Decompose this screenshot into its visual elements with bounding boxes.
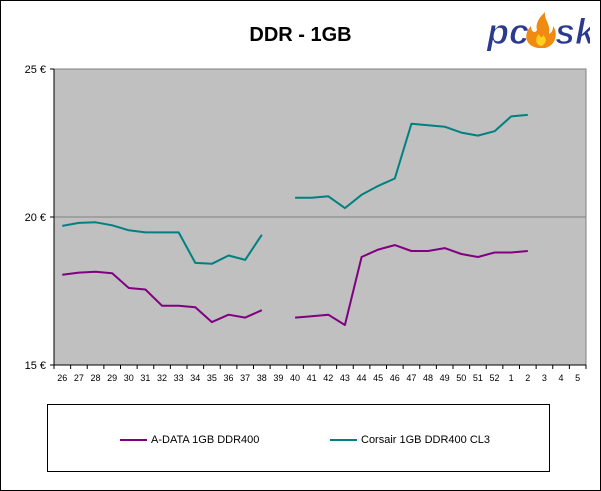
- pcosk-logo: pc sk: [486, 11, 591, 53]
- x-tick-label: 50: [456, 373, 466, 383]
- legend-entry-corsair: Corsair 1GB DDR400 CL3: [330, 433, 490, 447]
- legend-label-adata: A-DATA 1GB DDR400: [151, 434, 260, 446]
- x-tick-label: 29: [107, 373, 117, 383]
- x-tick-label: 33: [174, 373, 184, 383]
- x-tick-label: 28: [91, 373, 101, 383]
- series-line-0: [295, 244, 528, 326]
- legend-label-corsair: Corsair 1GB DDR400 CL3: [361, 434, 490, 446]
- x-tick-label: 36: [224, 373, 234, 383]
- x-tick-label: 5: [575, 373, 580, 383]
- x-tick-label: 42: [323, 373, 333, 383]
- x-tick-label: 32: [157, 373, 167, 383]
- x-tick-label: 41: [307, 373, 317, 383]
- x-tick-label: 35: [207, 373, 217, 383]
- x-tick-label: 45: [373, 373, 383, 383]
- x-tick-label: 26: [57, 373, 67, 383]
- x-tick-label: 49: [440, 373, 450, 383]
- series-line-1: [62, 221, 263, 265]
- legend-swatch-adata: [120, 439, 147, 441]
- x-tick-label: 51: [473, 373, 483, 383]
- x-tick-label: 40: [290, 373, 300, 383]
- series-line-1: [295, 113, 528, 210]
- tick-labels: 15 €20 €25 €26 27 28 29 30 31 32 33 34 35 36 37 38 39…: [25, 64, 581, 383]
- series-line-0: [62, 270, 263, 324]
- chart-title: DDR - 1GB: [249, 24, 352, 46]
- svg-text:sk: sk: [555, 11, 590, 52]
- x-tick-label: 4: [559, 373, 564, 383]
- x-tick-label: 27: [74, 373, 84, 383]
- series-layer: [62, 113, 528, 326]
- axes: [50, 68, 587, 369]
- x-tick-label: 2: [525, 373, 530, 383]
- x-tick-label: 43: [340, 373, 350, 383]
- svg-text:pc: pc: [486, 11, 529, 52]
- x-tick-label: 31: [140, 373, 150, 383]
- x-tick-label: 44: [357, 373, 367, 383]
- x-tick-label: 34: [190, 373, 200, 383]
- x-tick-label: 3: [542, 373, 547, 383]
- y-tick-label: 25 €: [25, 64, 46, 76]
- x-tick-label: 38: [257, 373, 267, 383]
- y-tick-label: 15 €: [25, 360, 46, 372]
- x-tick-label: 47: [406, 373, 416, 383]
- x-tick-label: 37: [240, 373, 250, 383]
- x-tick-label: 46: [390, 373, 400, 383]
- flame-icon: [526, 12, 556, 48]
- legend-swatch-corsair: [330, 439, 357, 441]
- x-tick-label: 52: [490, 373, 500, 383]
- x-tick-label: 39: [273, 373, 283, 383]
- x-tick-label: 48: [423, 373, 433, 383]
- x-tick-label: 30: [124, 373, 134, 383]
- legend: A-DATA 1GB DDR400 Corsair 1GB DDR400 CL3: [47, 404, 550, 472]
- legend-entry-adata: A-DATA 1GB DDR400: [120, 433, 259, 447]
- y-tick-label: 20 €: [25, 212, 46, 224]
- x-tick-label: 1: [509, 373, 514, 383]
